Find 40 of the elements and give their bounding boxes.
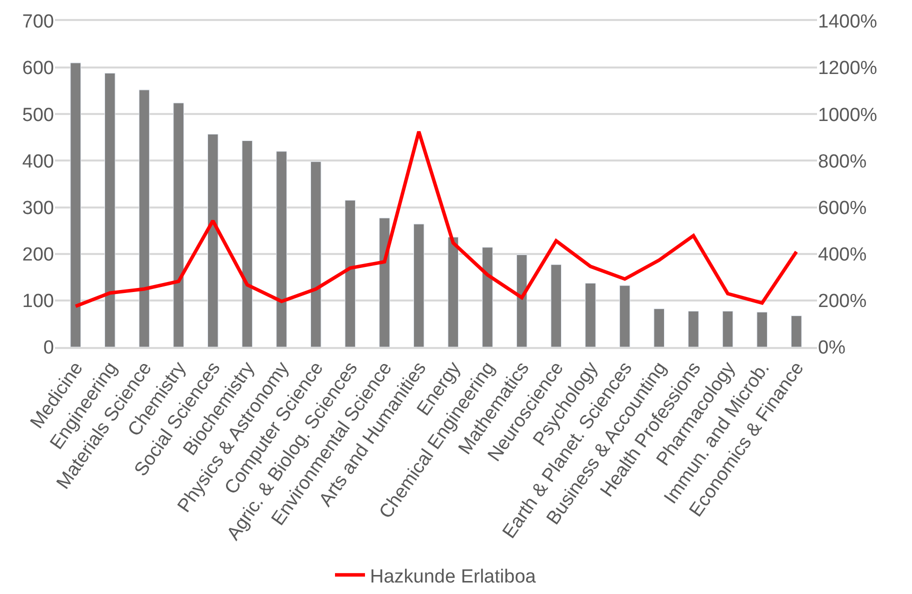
y-tick-label: 400	[22, 151, 54, 172]
bar	[550, 264, 562, 347]
y-tick-label: 200	[22, 244, 54, 266]
y2-tick-label: 0%	[818, 338, 846, 359]
bar	[104, 72, 116, 347]
y2-tick-label: 1200%	[818, 58, 878, 80]
bar	[70, 62, 81, 347]
y2-tick-label: 800%	[818, 151, 867, 172]
y-tick-label: 600	[22, 58, 54, 80]
y2-tick-label: 200%	[818, 291, 867, 312]
bar	[722, 310, 734, 347]
bar	[138, 90, 150, 347]
bar	[242, 140, 253, 347]
y2-tick-label: 600%	[818, 198, 867, 219]
bar	[207, 134, 218, 347]
bar	[310, 161, 322, 347]
bar	[482, 247, 493, 347]
y2-tick-label: 1000%	[818, 104, 878, 126]
bar	[585, 282, 596, 347]
line-series	[74, 130, 798, 308]
bar	[516, 254, 528, 347]
bar	[756, 312, 768, 347]
bar	[448, 236, 459, 347]
y2-tick-label: 400%	[818, 244, 867, 266]
bar	[619, 285, 630, 347]
bar	[379, 218, 390, 347]
bar	[654, 308, 665, 347]
y-tick-label: 100	[22, 291, 54, 312]
y-tick-label: 300	[22, 198, 54, 219]
bar	[791, 316, 802, 347]
legend-label: Hazkunde Erlatiboa	[370, 566, 536, 588]
bar	[276, 151, 287, 347]
y-tick-label: 500	[22, 104, 54, 126]
bar	[413, 224, 424, 347]
y-tick-label: 0	[43, 338, 54, 359]
bar	[344, 200, 356, 347]
bar	[173, 102, 184, 347]
bar	[688, 310, 699, 347]
y2-tick-label: 1400%	[818, 12, 878, 33]
y-tick-label: 700	[22, 12, 54, 33]
